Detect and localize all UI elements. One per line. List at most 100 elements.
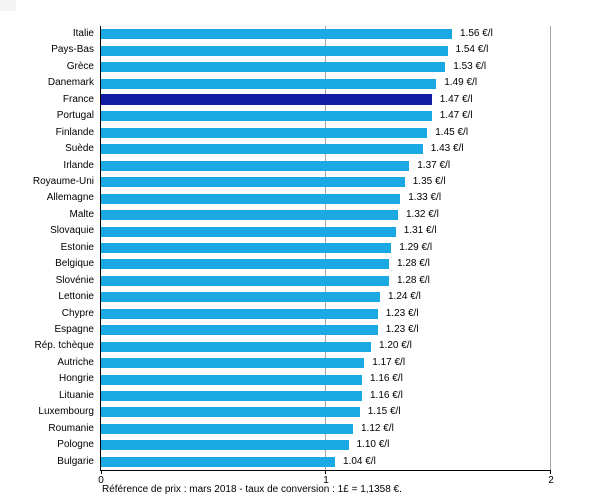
chart-row-su-de: Suède 1.43 €/l [65, 141, 551, 157]
window-corner-artifact [0, 0, 16, 11]
bar [101, 160, 410, 171]
value-label: 1.49 €/l [444, 77, 478, 89]
category-label: Italie [72, 28, 94, 39]
bar [101, 210, 398, 221]
value-label: 1.29 €/l [399, 241, 433, 253]
bar [101, 45, 448, 56]
category-label: Chypre [61, 307, 94, 319]
chart-row-malte: Malte 1.32 €/l [70, 207, 551, 223]
value-label: 1.16 €/l [370, 373, 403, 385]
chart-row-bulgarie: Bulgarie 1.04 €/l [57, 454, 551, 470]
bar [101, 177, 405, 188]
value-label: 1.17 €/l [372, 356, 406, 368]
chart-row-gr-ce: Grèce 1.53 €/l [67, 59, 551, 75]
chart-row-pays-bas: Pays-Bas 1.54 €/l [51, 42, 551, 58]
chart-row-espagne: Espagne 1.23 €/l [55, 322, 551, 338]
category-label: Hongrie [58, 373, 94, 385]
value-label: 1.15 €/l [367, 406, 401, 418]
x-axis-tick-label: 1 [323, 475, 329, 486]
value-label: 1.28 €/l [397, 274, 430, 286]
value-label: 1.47 €/l [439, 110, 473, 122]
category-label: Pologne [57, 439, 94, 451]
chart-row-autriche: Autriche 1.17 €/l [57, 355, 551, 371]
value-label: 1.32 €/l [406, 208, 439, 220]
category-label: Slovénie [55, 274, 94, 286]
value-label: 1.54 €/l [455, 44, 489, 56]
bar [101, 259, 389, 270]
bar [101, 358, 365, 369]
chart-row-roumanie: Roumanie 1.12 €/l [48, 421, 551, 437]
value-label: 1.24 €/l [388, 291, 421, 303]
bar [101, 242, 392, 253]
chart-row-pologne: Pologne 1.10 €/l [57, 437, 551, 453]
value-label: 1.45 €/l [435, 126, 469, 138]
value-label: 1.56 €/l [460, 28, 493, 39]
chart-row-allemagne: Allemagne 1.33 €/l [47, 190, 551, 206]
value-label: 1.33 €/l [408, 192, 442, 204]
category-label: Danemark [47, 77, 94, 89]
value-label: 1.16 €/l [370, 389, 403, 401]
value-label: 1.28 €/l [397, 258, 430, 270]
value-label: 1.10 €/l [356, 439, 390, 451]
chart-row-france: France 1.47 €/l [63, 92, 551, 108]
bar-highlighted [101, 94, 432, 106]
category-label: Lettonie [58, 291, 94, 303]
value-label: 1.35 €/l [412, 176, 446, 187]
bar [101, 308, 378, 319]
plot-area: Italie 1.56 €/l Pays-Bas 1.54 €/l Grèce 1.53 … [33, 26, 554, 486]
x-axis-tick-label: 2 [548, 475, 554, 486]
x-axis-tick-1 [325, 470, 326, 474]
chart-row-finlande: Finlande 1.45 €/l [56, 125, 551, 141]
category-label: Royaume-Uni [32, 176, 94, 187]
bar [101, 62, 446, 73]
category-label: Suède [65, 143, 94, 155]
chart-row-irlande: Irlande 1.37 €/l [63, 158, 551, 174]
value-label: 1.23 €/l [385, 307, 419, 319]
value-label: 1.04 €/l [343, 455, 376, 467]
chart-row-lituanie: Lituanie 1.16 €/l [59, 388, 551, 404]
category-label: France [62, 93, 94, 105]
value-label: 1.12 €/l [361, 422, 394, 434]
bar [101, 390, 362, 401]
bar [101, 144, 423, 155]
category-label: Finlande [55, 126, 94, 138]
value-label: 1.31 €/l [403, 225, 437, 237]
bar [101, 456, 335, 467]
category-label: Portugal [56, 110, 94, 122]
bar [101, 29, 452, 40]
category-label: Belgique [55, 258, 94, 270]
category-label: Estonie [60, 241, 94, 253]
chart-row-r-p-tch-que: Rép. tchèque 1.20 €/l [35, 338, 551, 354]
bar [101, 226, 396, 237]
value-label: 1.37 €/l [417, 159, 451, 171]
category-label: Rép. tchèque [34, 340, 95, 352]
bar [101, 341, 371, 352]
chart-row-chypre: Chypre 1.23 €/l [62, 306, 551, 322]
category-label: Autriche [57, 356, 94, 368]
chart-row-slovaquie: Slovaquie 1.31 €/l [50, 223, 551, 239]
value-label: 1.23 €/l [385, 324, 419, 335]
bar [101, 78, 437, 89]
gridline-x-2 [550, 26, 551, 470]
chart-row-belgique: Belgique 1.28 €/l [55, 256, 551, 272]
category-label: Bulgarie [57, 455, 94, 467]
category-label: Allemagne [46, 192, 94, 204]
bar [101, 374, 362, 385]
category-label: Malte [69, 208, 94, 220]
category-label: Lituanie [58, 389, 94, 401]
bar [101, 407, 360, 418]
bar [101, 127, 428, 138]
bar [101, 111, 432, 122]
bar [101, 423, 353, 434]
chart-row-italie: Italie 1.56 €/l [73, 26, 551, 42]
category-label: Irlande [63, 159, 94, 171]
bar [101, 292, 380, 303]
value-label: 1.47 €/l [439, 93, 473, 105]
chart-footnote: Référence de prix : mars 2018 - taux de … [102, 484, 402, 495]
chart-row-estonie: Estonie 1.29 €/l [61, 240, 551, 256]
category-label: Grèce [66, 60, 94, 72]
value-label: 1.43 €/l [430, 143, 464, 155]
bars-layer: Italie 1.56 €/l Pays-Bas 1.54 €/l Grèce 1.53 … [33, 26, 551, 470]
bar [101, 275, 389, 286]
